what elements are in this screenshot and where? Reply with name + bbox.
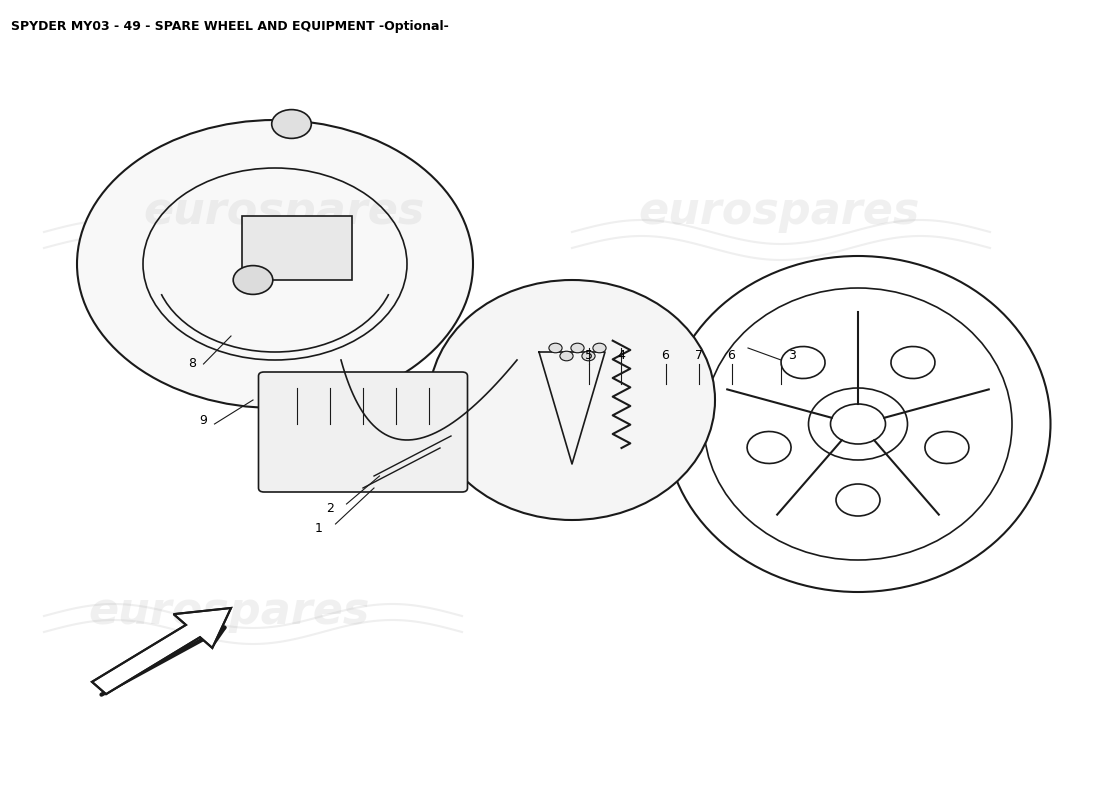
Text: 6: 6 [661,350,670,362]
Circle shape [549,343,562,353]
Text: 7: 7 [694,350,703,362]
Text: 6: 6 [727,350,736,362]
Text: 2: 2 [326,502,334,514]
Circle shape [233,266,273,294]
Text: eurospares: eurospares [143,190,425,233]
Ellipse shape [429,280,715,520]
Circle shape [582,351,595,361]
Ellipse shape [925,431,969,463]
Text: 5: 5 [584,350,593,362]
Circle shape [571,343,584,353]
Text: 3: 3 [788,350,796,362]
Ellipse shape [891,346,935,378]
Circle shape [77,120,473,408]
Circle shape [593,343,606,353]
Circle shape [560,351,573,361]
Ellipse shape [747,431,791,463]
Polygon shape [92,608,231,694]
Text: SPYDER MY03 - 49 - SPARE WHEEL AND EQUIPMENT -Optional-: SPYDER MY03 - 49 - SPARE WHEEL AND EQUIP… [11,20,449,33]
Text: 1: 1 [315,522,323,534]
FancyBboxPatch shape [242,216,352,280]
Text: eurospares: eurospares [88,590,370,633]
Text: 8: 8 [188,358,197,370]
Text: eurospares: eurospares [638,190,920,233]
Ellipse shape [836,484,880,516]
Text: 4: 4 [617,350,626,362]
Ellipse shape [781,346,825,378]
FancyBboxPatch shape [258,372,468,492]
Circle shape [272,110,311,138]
Text: 9: 9 [199,414,208,426]
